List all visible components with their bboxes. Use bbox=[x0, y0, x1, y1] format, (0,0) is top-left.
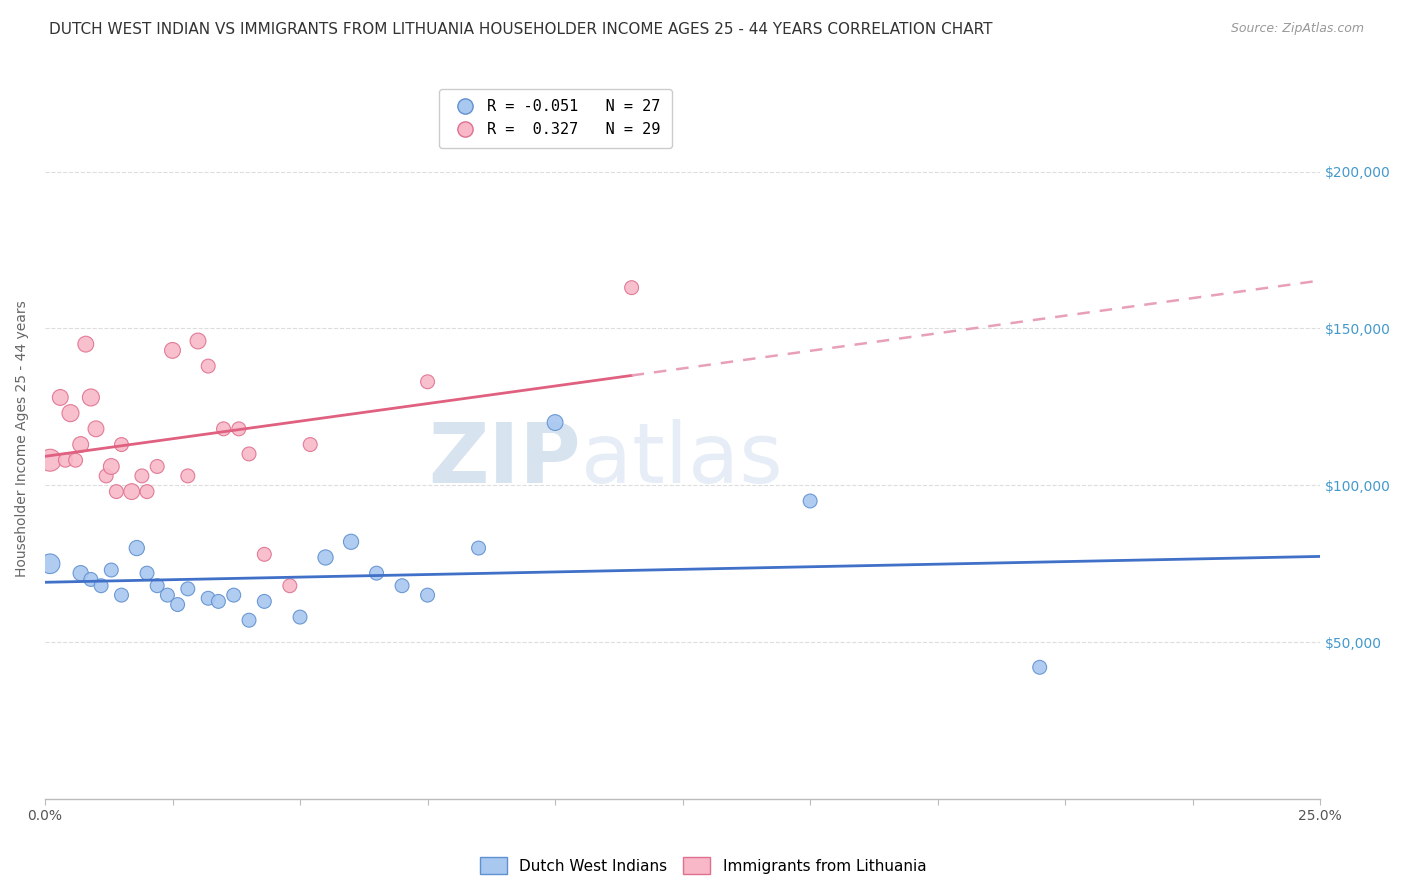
Point bbox=[69, 437, 91, 451]
Point bbox=[197, 359, 219, 373]
Point bbox=[467, 541, 489, 555]
Point bbox=[84, 422, 107, 436]
Point bbox=[177, 582, 200, 596]
Point bbox=[90, 579, 112, 593]
Point bbox=[228, 422, 250, 436]
Point bbox=[110, 588, 132, 602]
Point bbox=[121, 484, 143, 499]
Point bbox=[391, 579, 413, 593]
Legend: Dutch West Indians, Immigrants from Lithuania: Dutch West Indians, Immigrants from Lith… bbox=[474, 851, 932, 880]
Legend: R = -0.051   N = 27, R =  0.327   N = 29: R = -0.051 N = 27, R = 0.327 N = 29 bbox=[439, 88, 672, 148]
Point bbox=[100, 459, 122, 474]
Point bbox=[146, 579, 169, 593]
Point bbox=[162, 343, 184, 358]
Point bbox=[299, 437, 322, 451]
Point bbox=[80, 391, 103, 405]
Point bbox=[187, 334, 209, 348]
Point bbox=[799, 494, 821, 508]
Point bbox=[136, 484, 159, 499]
Point bbox=[75, 337, 97, 351]
Point bbox=[238, 447, 260, 461]
Point bbox=[416, 588, 439, 602]
Point bbox=[80, 573, 103, 587]
Point bbox=[136, 566, 159, 581]
Point bbox=[166, 598, 188, 612]
Point bbox=[197, 591, 219, 606]
Text: Source: ZipAtlas.com: Source: ZipAtlas.com bbox=[1230, 22, 1364, 36]
Point bbox=[100, 563, 122, 577]
Point bbox=[315, 550, 337, 565]
Point bbox=[544, 416, 567, 430]
Point bbox=[253, 547, 276, 561]
Point bbox=[416, 375, 439, 389]
Point bbox=[1028, 660, 1050, 674]
Point bbox=[69, 566, 91, 581]
Text: ZIP: ZIP bbox=[427, 419, 581, 500]
Point bbox=[222, 588, 245, 602]
Y-axis label: Householder Income Ages 25 - 44 years: Householder Income Ages 25 - 44 years bbox=[15, 300, 30, 576]
Point bbox=[278, 579, 301, 593]
Text: DUTCH WEST INDIAN VS IMMIGRANTS FROM LITHUANIA HOUSEHOLDER INCOME AGES 25 - 44 Y: DUTCH WEST INDIAN VS IMMIGRANTS FROM LIT… bbox=[49, 22, 993, 37]
Point bbox=[288, 610, 311, 624]
Point bbox=[366, 566, 388, 581]
Point bbox=[53, 453, 76, 467]
Point bbox=[105, 484, 128, 499]
Point bbox=[177, 469, 200, 483]
Point bbox=[620, 280, 643, 294]
Point bbox=[212, 422, 235, 436]
Point bbox=[49, 391, 72, 405]
Point bbox=[39, 557, 62, 571]
Point bbox=[207, 594, 229, 608]
Point bbox=[65, 453, 87, 467]
Point bbox=[125, 541, 148, 555]
Point bbox=[39, 453, 62, 467]
Point bbox=[340, 534, 363, 549]
Point bbox=[146, 459, 169, 474]
Text: atlas: atlas bbox=[581, 419, 782, 500]
Point bbox=[238, 613, 260, 627]
Point bbox=[110, 437, 132, 451]
Point bbox=[131, 469, 153, 483]
Point bbox=[156, 588, 179, 602]
Point bbox=[96, 469, 118, 483]
Point bbox=[253, 594, 276, 608]
Point bbox=[59, 406, 82, 420]
